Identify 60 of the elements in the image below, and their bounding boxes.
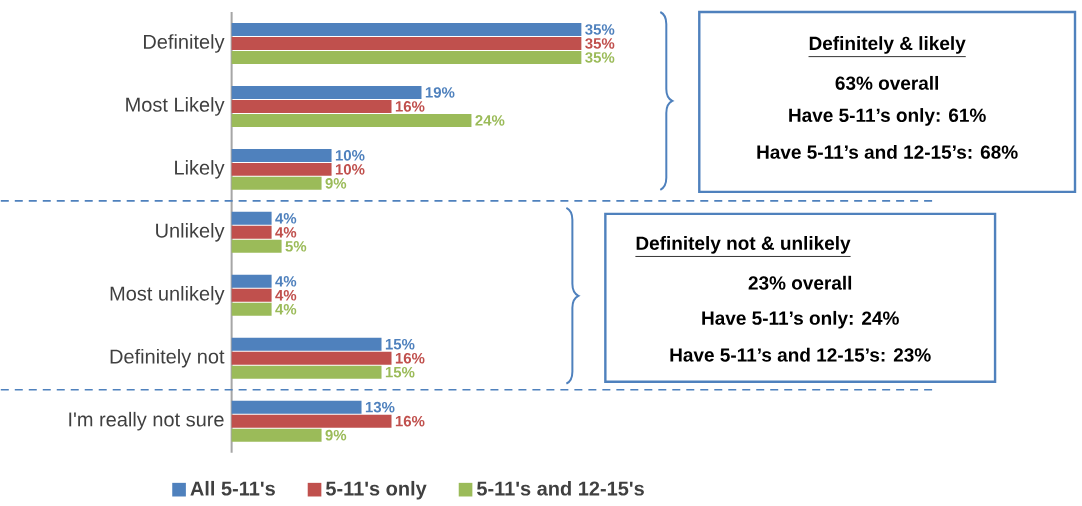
data-label: 35%: [585, 23, 615, 35]
bar: [231, 302, 272, 316]
data-label: 16%: [395, 352, 425, 364]
data-label: 35%: [585, 51, 615, 63]
bar: [231, 414, 392, 428]
y-tick-label: I'm really not sure: [69, 411, 224, 431]
bar: [231, 337, 382, 351]
bar: [231, 50, 582, 64]
y-tick-label: Likely: [175, 159, 225, 179]
bar: [231, 113, 472, 127]
bar: [231, 274, 272, 288]
data-label: 10%: [335, 163, 365, 175]
y-tick-label: Unlikely: [156, 222, 225, 242]
y-tick-label: Most Likely: [126, 96, 225, 116]
data-label: 19%: [425, 86, 455, 98]
bar: [231, 176, 322, 190]
bar: [231, 225, 272, 239]
text: 23% overall: [748, 275, 852, 290]
bar: [231, 365, 382, 379]
bar: [231, 36, 582, 50]
data-label: 9%: [325, 177, 347, 189]
text: Have 5-11’s only: 61%: [789, 107, 986, 126]
data-label: 4%: [275, 275, 297, 287]
data-label: 13%: [365, 401, 395, 413]
data-label: 10%: [335, 149, 365, 161]
data-label: 4%: [275, 289, 297, 301]
data-label: 4%: [275, 226, 297, 238]
data-label: 5%: [285, 240, 307, 252]
bar: [231, 351, 392, 365]
text: Have 5-11’s only: 24%: [702, 310, 899, 329]
text: 63% overall: [835, 75, 938, 90]
legend-label: 5-11's only: [325, 480, 427, 500]
y-tick-label: Definitely not: [110, 348, 225, 368]
bar: [231, 85, 422, 99]
data-label: 35%: [585, 37, 615, 49]
legend-label: 5-11's and 12-15's: [477, 480, 644, 496]
bar: [231, 428, 322, 442]
bar: [231, 162, 332, 176]
data-label: 16%: [395, 415, 425, 427]
y-tick-label: Most unlikely: [110, 285, 225, 305]
data-label: 24%: [475, 114, 505, 126]
data-label: 4%: [275, 212, 297, 224]
bar: [231, 211, 272, 225]
legend-label: All 5-11's: [190, 480, 275, 496]
bar: [231, 288, 272, 302]
bar: [231, 99, 392, 113]
bar: [231, 22, 582, 36]
data-label: 15%: [385, 338, 415, 350]
bar: [231, 148, 332, 162]
data-label: 16%: [395, 100, 425, 112]
text: Have 5-11’s and 12-15’s: 23%: [670, 347, 931, 362]
y-tick-label: Definitely: [144, 33, 225, 53]
bar: [231, 239, 282, 253]
text: Have 5-11’s and 12-15’s: 68%: [757, 144, 1018, 159]
text: Definitely & likely: [809, 35, 966, 54]
bar: [231, 400, 362, 414]
data-label: 4%: [275, 303, 297, 315]
data-label: 15%: [385, 366, 415, 378]
text: Definitely not & unlikely: [636, 235, 851, 254]
data-label: 9%: [325, 429, 347, 441]
